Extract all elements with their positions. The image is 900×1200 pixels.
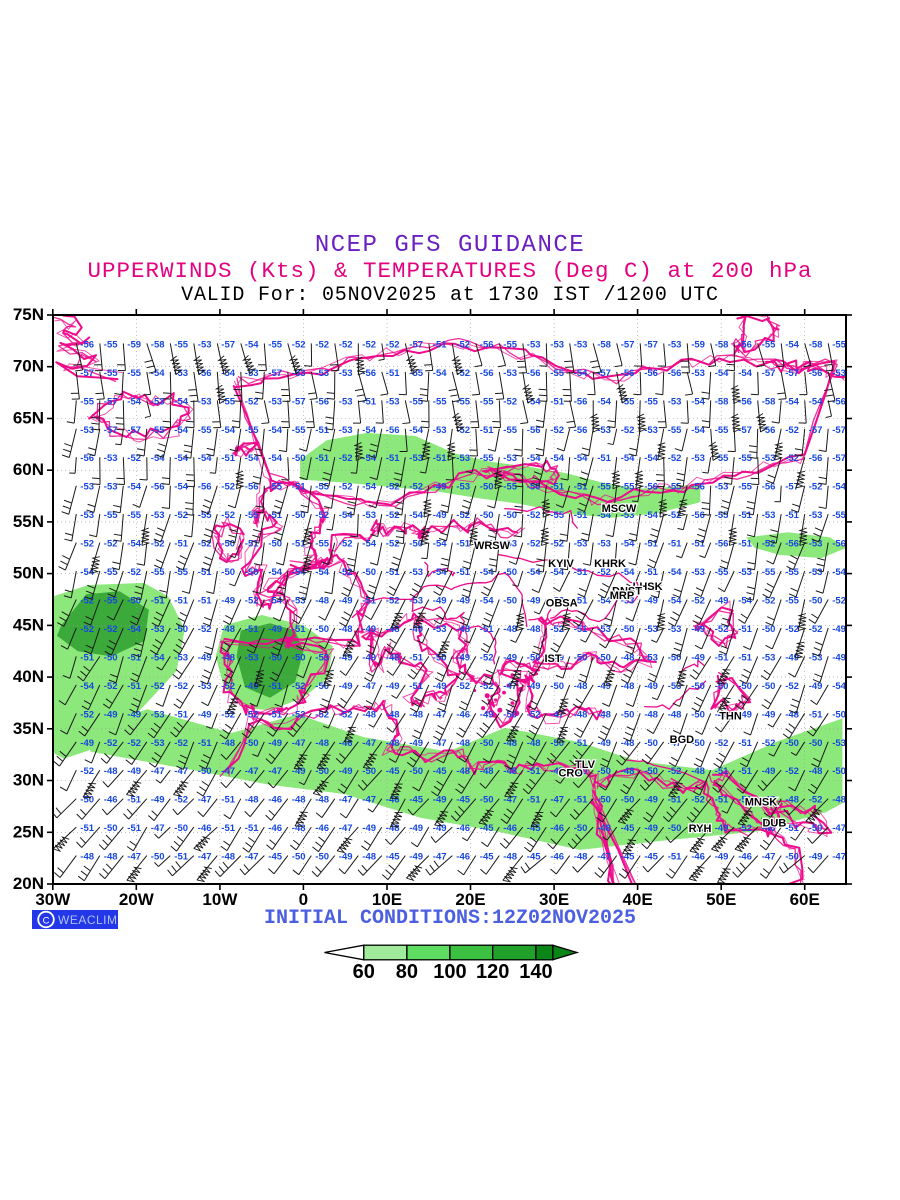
svg-text:INITIAL CONDITIONS:12Z02NOV20: INITIAL CONDITIONS:12Z02NOV2025 xyxy=(264,907,636,930)
svg-text:100: 100 xyxy=(433,961,466,983)
svg-text:140: 140 xyxy=(519,961,552,983)
svg-text:80: 80 xyxy=(396,961,418,983)
svg-text:C: C xyxy=(43,915,50,926)
svg-text:WEACLIM: WEACLIM xyxy=(58,913,118,927)
svg-text:120: 120 xyxy=(476,961,509,983)
svg-text:60: 60 xyxy=(353,961,375,983)
